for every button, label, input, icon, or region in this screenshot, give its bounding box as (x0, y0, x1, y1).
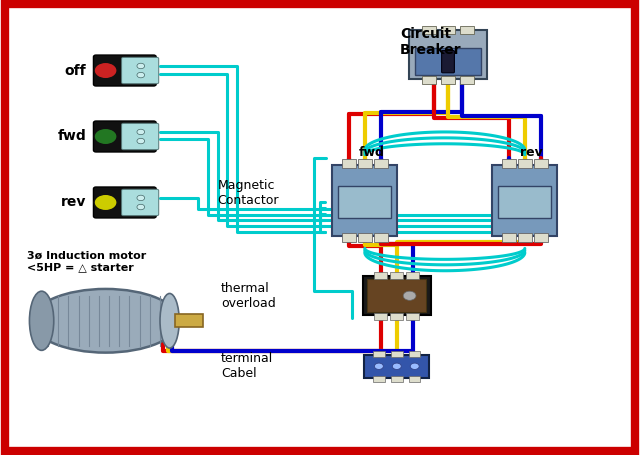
FancyBboxPatch shape (367, 279, 426, 312)
FancyBboxPatch shape (358, 159, 372, 168)
Text: thermal
overload: thermal overload (221, 282, 276, 310)
Circle shape (137, 204, 145, 210)
FancyBboxPatch shape (415, 48, 481, 75)
FancyBboxPatch shape (499, 186, 551, 218)
FancyBboxPatch shape (358, 233, 372, 242)
Ellipse shape (160, 293, 179, 348)
Text: fwd: fwd (358, 146, 384, 159)
FancyBboxPatch shape (374, 313, 387, 320)
FancyBboxPatch shape (502, 159, 516, 168)
Circle shape (137, 129, 145, 135)
FancyBboxPatch shape (422, 76, 436, 84)
FancyBboxPatch shape (406, 313, 419, 320)
FancyBboxPatch shape (374, 233, 388, 242)
Ellipse shape (29, 291, 54, 350)
Text: rev: rev (61, 196, 86, 209)
FancyBboxPatch shape (175, 314, 203, 327)
Text: rev: rev (520, 146, 543, 159)
FancyBboxPatch shape (122, 189, 159, 216)
Text: off: off (65, 64, 86, 77)
Circle shape (94, 194, 117, 211)
Circle shape (94, 62, 117, 79)
FancyBboxPatch shape (342, 233, 356, 242)
FancyBboxPatch shape (422, 26, 436, 34)
Circle shape (137, 195, 145, 201)
Circle shape (403, 291, 416, 300)
FancyBboxPatch shape (502, 233, 516, 242)
FancyBboxPatch shape (339, 186, 391, 218)
FancyBboxPatch shape (333, 165, 397, 236)
FancyBboxPatch shape (518, 233, 532, 242)
FancyBboxPatch shape (409, 376, 420, 382)
FancyBboxPatch shape (391, 350, 403, 357)
Text: fwd: fwd (58, 130, 86, 143)
FancyBboxPatch shape (122, 57, 159, 84)
Circle shape (137, 138, 145, 144)
Ellipse shape (32, 289, 179, 353)
Text: Circuit
Breaker: Circuit Breaker (400, 27, 461, 57)
FancyBboxPatch shape (460, 76, 474, 84)
FancyBboxPatch shape (93, 187, 156, 218)
FancyBboxPatch shape (365, 355, 429, 378)
FancyBboxPatch shape (410, 30, 486, 79)
FancyBboxPatch shape (441, 26, 455, 34)
FancyBboxPatch shape (391, 376, 403, 382)
FancyBboxPatch shape (373, 350, 385, 357)
Circle shape (94, 128, 117, 145)
Text: terminal
Cabel: terminal Cabel (221, 352, 273, 380)
FancyBboxPatch shape (518, 159, 532, 168)
Circle shape (410, 363, 419, 369)
FancyBboxPatch shape (363, 276, 431, 315)
FancyBboxPatch shape (374, 272, 387, 279)
FancyBboxPatch shape (534, 159, 548, 168)
FancyBboxPatch shape (373, 376, 385, 382)
Circle shape (137, 72, 145, 78)
Circle shape (374, 363, 383, 369)
FancyBboxPatch shape (390, 313, 403, 320)
Circle shape (392, 363, 401, 369)
FancyBboxPatch shape (93, 55, 156, 86)
Text: Magnetic
Contactor: Magnetic Contactor (218, 179, 279, 207)
FancyBboxPatch shape (390, 272, 403, 279)
FancyBboxPatch shape (342, 159, 356, 168)
FancyBboxPatch shape (93, 121, 156, 152)
FancyBboxPatch shape (122, 123, 159, 150)
FancyBboxPatch shape (534, 233, 548, 242)
Text: 3ø Induction motor
<5HP = △ starter: 3ø Induction motor <5HP = △ starter (27, 251, 146, 273)
Circle shape (137, 63, 145, 69)
FancyBboxPatch shape (406, 272, 419, 279)
FancyBboxPatch shape (493, 165, 557, 236)
FancyBboxPatch shape (409, 350, 420, 357)
FancyBboxPatch shape (442, 51, 454, 73)
FancyBboxPatch shape (460, 26, 474, 34)
FancyBboxPatch shape (441, 76, 455, 84)
FancyBboxPatch shape (374, 159, 388, 168)
